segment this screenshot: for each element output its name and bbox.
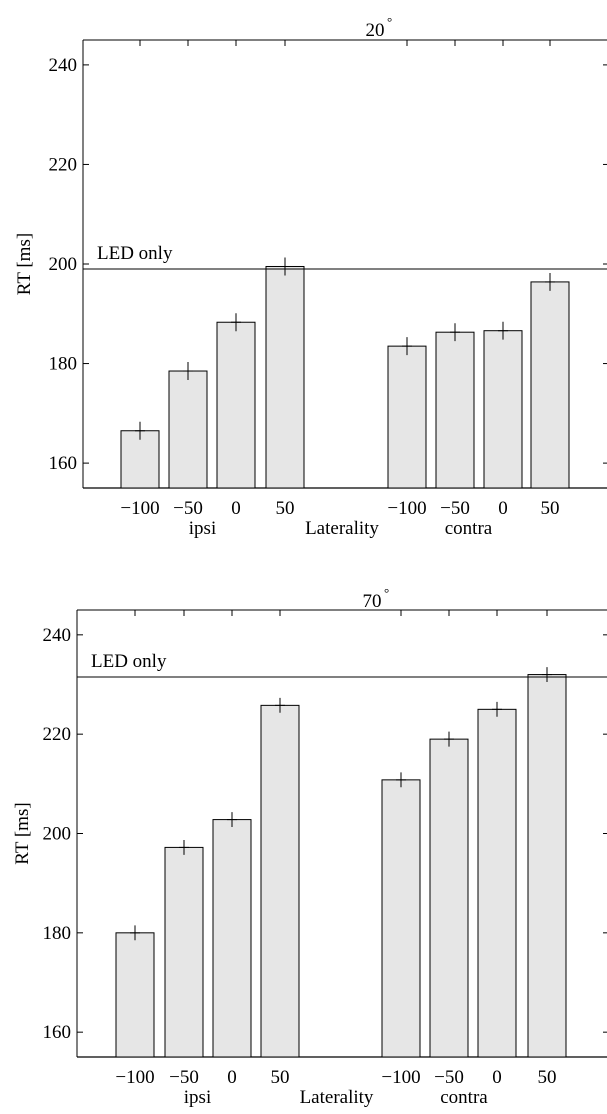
- x-tick-label: 0: [231, 498, 241, 519]
- y-tick-label: 160: [43, 1022, 72, 1043]
- y-tick-label: 180: [49, 354, 78, 375]
- bar: [212, 819, 252, 1058]
- x-tick-label: −100: [120, 498, 159, 519]
- bar: [381, 779, 421, 1058]
- x-tick-label: −50: [169, 1067, 199, 1088]
- bar: [168, 370, 208, 489]
- y-tick-label: 200: [43, 824, 72, 845]
- y-tick-label: 240: [43, 625, 72, 646]
- x-tick-label: 50: [271, 1067, 290, 1088]
- x-tick-label: 0: [492, 1067, 502, 1088]
- bar: [527, 674, 567, 1058]
- x-tick-label: −50: [434, 1067, 464, 1088]
- reference-line-label: LED only: [91, 651, 167, 672]
- bar: [477, 708, 517, 1058]
- group-label: contra: [445, 518, 493, 539]
- chart-title: 70: [363, 591, 382, 612]
- y-tick-label: 160: [49, 453, 78, 474]
- bar: [435, 331, 475, 489]
- chart-title: 20: [366, 20, 385, 41]
- chart-bottom-70: 160 180 200 220 240 −100 −50 0 50 ipsi −100 −50 0 50 c…: [12, 585, 607, 1108]
- x-tick-label: 50: [541, 498, 560, 519]
- x-tick-label: −50: [173, 498, 203, 519]
- y-axis-label: RT [ms]: [12, 802, 33, 864]
- y-tick-label: 240: [49, 55, 78, 76]
- group-label: contra: [440, 1087, 488, 1108]
- group-label: ipsi: [184, 1087, 211, 1108]
- x-tick-label: −50: [440, 498, 470, 519]
- x-axis-label: Laterality: [300, 1087, 374, 1108]
- x-tick-label: 0: [498, 498, 508, 519]
- y-axis-label: RT [ms]: [14, 233, 35, 295]
- bar: [483, 330, 523, 489]
- bar: [429, 738, 469, 1058]
- degree-symbol: °: [387, 14, 392, 29]
- group-label: ipsi: [189, 518, 216, 539]
- degree-symbol: °: [384, 585, 389, 600]
- bar: [260, 704, 300, 1058]
- bar: [115, 932, 155, 1058]
- x-tick-label: −100: [387, 498, 426, 519]
- y-tick-label: 220: [49, 154, 78, 175]
- x-tick-label: −100: [115, 1067, 154, 1088]
- x-tick-label: −100: [381, 1067, 420, 1088]
- bar: [216, 321, 256, 489]
- bar: [164, 846, 204, 1058]
- x-tick-label: 0: [227, 1067, 237, 1088]
- y-tick-label: 220: [43, 724, 72, 745]
- x-tick-label: 50: [276, 498, 295, 519]
- y-tick-label: 180: [43, 923, 72, 944]
- x-tick-label: 50: [538, 1067, 557, 1088]
- y-tick-label: 200: [49, 254, 78, 275]
- bar: [530, 281, 570, 489]
- bar: [265, 265, 305, 489]
- chart-top-20: 160 180 200 220 240 −100 −50 0 50 ipsi −100 −50 0 50 c…: [14, 14, 607, 539]
- reference-line-label: LED only: [97, 243, 173, 264]
- bar: [387, 345, 427, 489]
- x-axis-label: Laterality: [305, 518, 379, 539]
